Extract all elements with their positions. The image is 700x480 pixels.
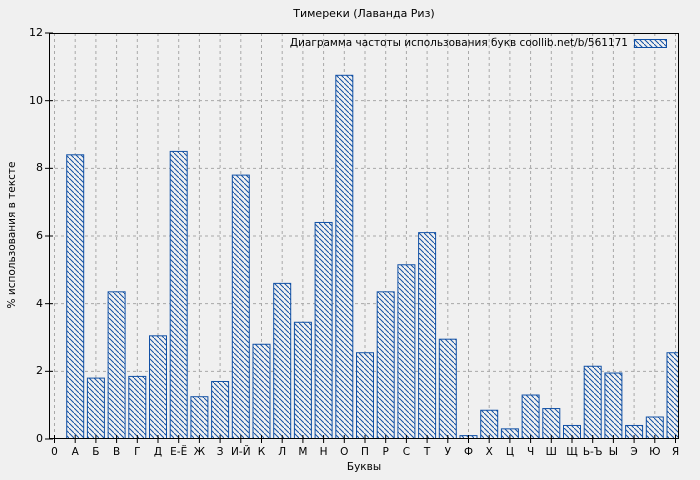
x-tick-label: Н [319,446,328,458]
bar [666,352,679,439]
x-tick-label: Д [153,446,163,458]
bar [86,377,105,439]
bar [604,372,623,439]
y-tick-label: 6 [36,229,43,242]
bar [107,291,126,439]
x-tick-label: Я [671,446,680,458]
bars-canvas [45,32,679,443]
x-tick-label: Э [630,446,638,458]
bar [500,428,519,439]
bar [293,321,312,439]
bar [521,394,540,439]
x-tick-label: Ш [545,446,557,458]
x-tick-label: Ж [193,446,206,458]
bar [211,380,230,439]
y-tick-label: 4 [36,296,43,310]
bar [335,74,354,439]
bar [128,375,147,439]
bar [356,352,374,439]
bar [169,150,188,439]
y-tick-label: 10 [29,93,43,107]
x-tick-label: Т [423,446,431,458]
y-tick-label: 0 [36,432,43,445]
bar [66,154,85,439]
y-tick-label: 8 [36,161,43,175]
x-tick-label: Е-Ё [170,446,188,458]
bar [418,232,437,439]
x-tick-label: Ь-Ъ [582,446,603,458]
bar [314,221,333,439]
x-tick-label: Б [92,446,100,458]
y-tick-label: 12 [29,26,43,39]
x-tick-label: К [257,446,266,458]
bar [252,343,271,439]
bar [397,264,416,439]
bar [231,174,250,439]
plot-area: Диаграмма частоты использования букв coo… [45,32,679,443]
x-tick-label: Р [382,446,389,458]
x-tick-label: Щ [566,446,578,458]
legend-label: Диаграмма частоты использования букв coo… [289,37,628,49]
bar [438,338,457,439]
legend: Диаграмма частоты использования букв coo… [290,37,667,49]
x-tick-label: В [112,446,121,458]
bar [625,424,644,439]
x-tick-label: П [361,446,369,458]
x-tick-label: З [216,446,224,458]
x-tick-label: Х [485,446,493,458]
y-tick-label: 2 [36,364,43,378]
legend-key-swatch [634,38,667,48]
x-axis-label: Буквы [346,461,382,473]
bar [563,424,581,439]
x-tick-label: Ю [649,446,661,458]
bar [149,335,167,439]
x-tick-label: Ч [526,446,535,458]
bar [542,408,561,439]
x-tick-label: М [298,446,308,458]
bar [376,291,395,439]
x-tick-label: И-Й [231,446,251,458]
x-tick-label: Г [134,446,141,458]
x-tick-label: Л [278,446,287,458]
x-tick-label: Ф [463,446,474,458]
x-tick-label: А [71,446,79,458]
bar [190,396,209,439]
x-tick-label: Ц [505,446,514,458]
x-tick-label: О [340,446,349,458]
bar [273,282,292,439]
bar [480,409,499,439]
x-tick-label: 0 [51,446,58,458]
x-tick-label: Ы [608,446,619,458]
x-tick-label: С [402,446,411,458]
x-tick-label: У [444,446,451,458]
chart-title: Тимереки (Лаванда Риз) [293,7,435,20]
bar [583,365,602,439]
